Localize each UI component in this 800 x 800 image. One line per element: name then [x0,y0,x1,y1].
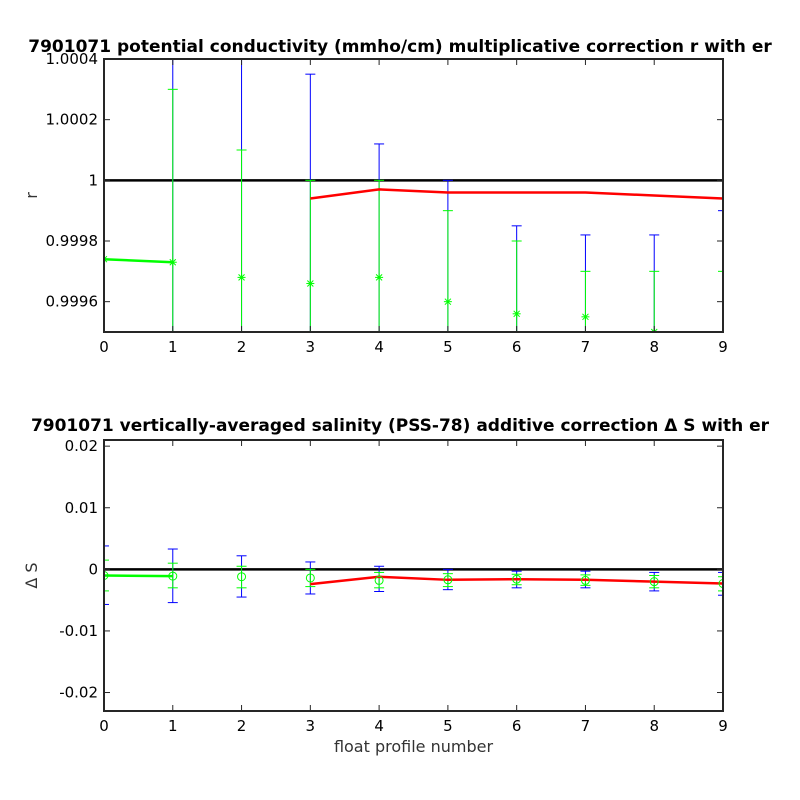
chart-title: 7901071 potential conductivity (mmho/cm)… [28,37,772,57]
error-bar-blue [718,210,723,332]
plot-area [104,545,723,605]
error-bar-green [649,270,660,332]
data-point [168,571,178,581]
y-tick-label: -0.01 [59,622,98,640]
data-point-stroke [653,328,658,332]
data-point-stroke [104,255,108,260]
error-bar-blue [104,545,109,605]
x-tick-label: 1 [168,717,178,735]
data-point [375,273,384,282]
y-axis-label: Δ S [22,562,41,588]
error-bar-green [104,559,109,592]
data-point-stroke [444,298,452,306]
data-point [306,279,315,288]
y-tick-label: 1.0004 [46,50,99,68]
data-point [649,577,659,587]
x-tick-label: 5 [443,338,453,356]
error-bar-green [718,270,723,332]
data-point-stroke [375,274,383,281]
error-bar-green [374,179,385,332]
y-tick-label: 0 [88,560,98,578]
y-axis-label: r [22,192,41,199]
x-tick-label: 9 [718,717,728,735]
data-point-stroke [513,310,521,318]
error-bar-green [442,210,453,332]
data-point [580,575,590,585]
x-tick-label: 6 [512,338,522,356]
series-line-1 [104,257,173,264]
error-bar-green [511,240,522,332]
y-tick-label: 0.9998 [46,232,99,250]
axes-box [103,58,724,333]
series-line-1 [104,574,173,578]
x-tick-label: 9 [718,338,728,356]
data-point [443,297,452,306]
chart-panel-1: 0 1 2 3 4 5 6 7 8 9 0.9996 0.9998 1 1.0002 1.000479010… [22,37,772,356]
x-tick-label: 1 [168,338,178,356]
data-point [374,575,384,585]
data-point [512,309,521,318]
x-tick-label: 3 [306,338,316,356]
y-tick-label: 1 [88,171,98,189]
error-bar-green [236,565,247,589]
error-bar-green [236,149,247,332]
x-tick-label: 4 [374,717,384,735]
error-bar-green [718,576,723,592]
y-tick-label: 0.02 [65,437,98,455]
plot-area [104,59,723,332]
y-tick-label: -0.02 [59,684,98,702]
data-point-stroke [306,280,314,287]
x-tick-label: 8 [649,338,659,356]
x-tick-label: 4 [374,338,384,356]
data-point [168,258,177,267]
axes-box [103,439,724,712]
error-bar-green [167,88,178,332]
data-point-stroke [104,258,108,263]
data-point [237,572,247,582]
y-tick-label: 1.0002 [46,111,99,129]
x-tick-label: 8 [649,717,659,735]
data-point-stroke [582,313,589,321]
data-point [237,273,246,282]
x-tick-label: 0 [99,717,109,735]
x-tick-label: 7 [581,338,591,356]
data-point [104,255,108,264]
x-tick-label: 7 [581,717,591,735]
data-point-stroke [650,328,655,332]
data-point [512,574,522,584]
x-tick-label: 5 [443,717,453,735]
x-axis-label: float profile number [334,737,494,756]
chart-title: 7901071 vertically-averaged salinity (PS… [31,416,770,436]
series-line-2 [310,188,723,200]
data-point-stroke [169,258,177,266]
error-bar-blue [718,571,723,596]
data-point-stroke [238,274,245,281]
data-point [104,571,109,580]
x-tick-label: 2 [237,717,247,735]
x-tick-label: 2 [237,338,247,356]
data-point [443,575,453,585]
x-tick-label: 0 [99,338,109,356]
x-tick-label: 3 [306,717,316,735]
y-tick-label: 0.01 [65,499,98,517]
error-bar-green [305,179,316,332]
data-point [305,573,315,583]
error-bar-green [374,571,385,589]
data-point [718,579,723,589]
data-point [581,312,590,321]
x-tick-label: 6 [512,717,522,735]
y-tick-label: 0.9996 [46,293,99,311]
